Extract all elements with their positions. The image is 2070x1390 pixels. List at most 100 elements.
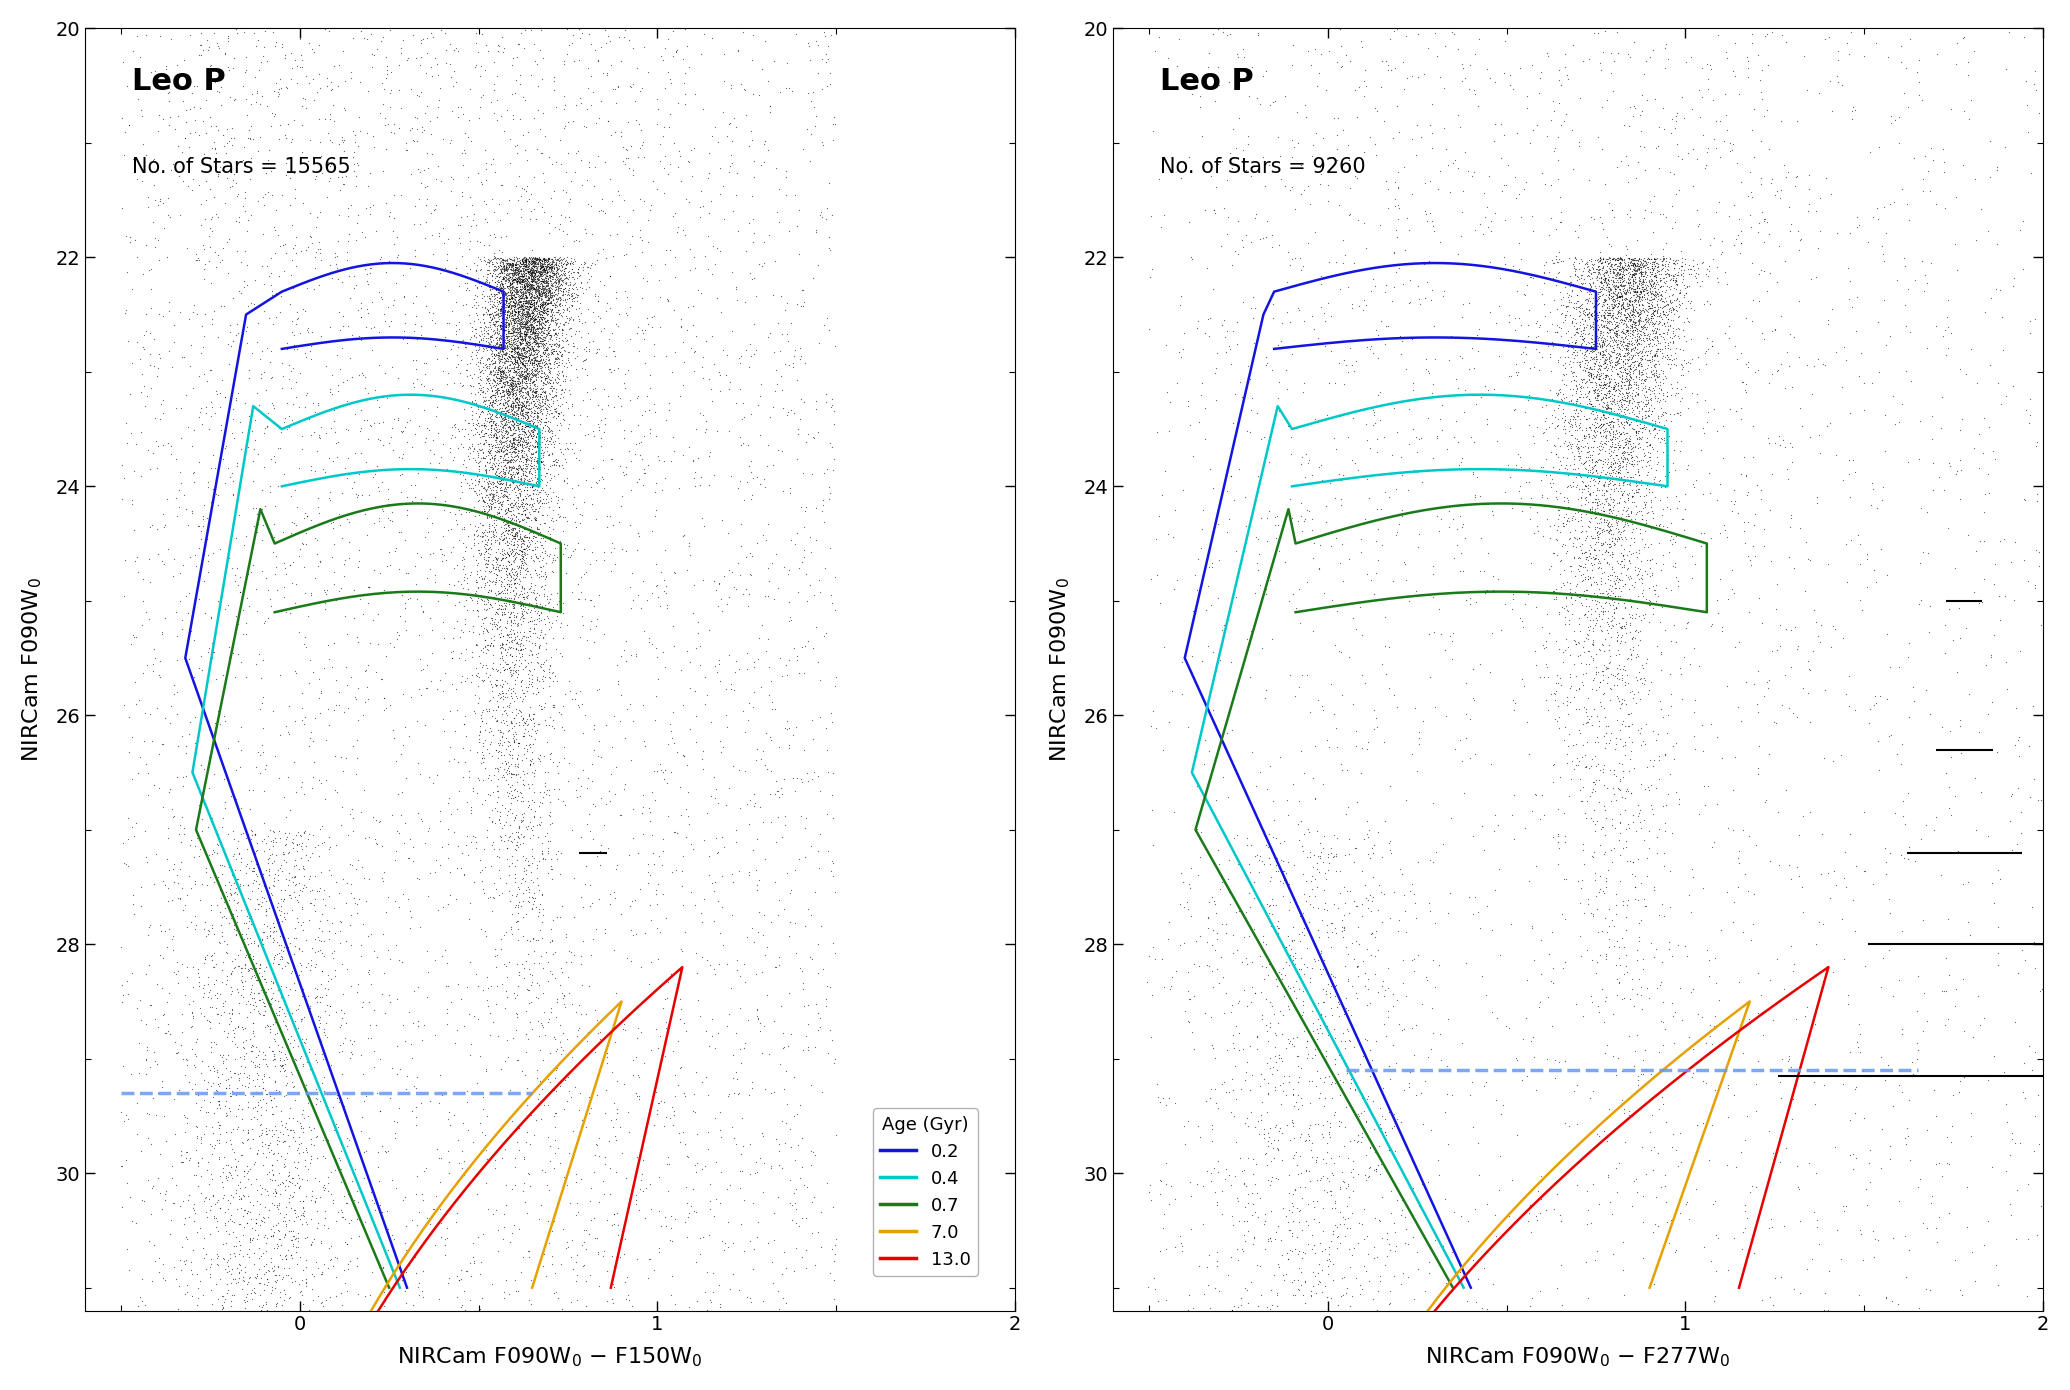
Point	[1563, 393, 1596, 416]
Point	[476, 265, 509, 288]
Point	[1575, 418, 1608, 441]
Point	[716, 1066, 749, 1088]
Point	[1608, 320, 1642, 342]
Point	[1600, 249, 1633, 271]
Point	[333, 1212, 366, 1234]
Point	[501, 343, 534, 366]
Point	[1981, 1275, 2014, 1297]
Point	[493, 360, 526, 382]
Point	[513, 336, 546, 359]
Point	[2012, 1036, 2045, 1058]
Point	[503, 313, 536, 335]
Point	[240, 1143, 273, 1165]
Point	[1813, 1259, 1846, 1282]
Point	[493, 644, 526, 666]
Point	[503, 368, 536, 391]
Point	[714, 1173, 747, 1195]
Point	[259, 1070, 292, 1093]
Point	[1565, 495, 1598, 517]
Point	[313, 21, 346, 43]
Point	[520, 346, 553, 368]
Point	[1892, 278, 1925, 300]
Point	[1252, 991, 1285, 1013]
Point	[559, 320, 592, 342]
Point	[1362, 549, 1395, 571]
Point	[553, 317, 586, 339]
Point	[358, 378, 391, 400]
Point	[211, 1026, 244, 1048]
Point	[1312, 1065, 1346, 1087]
Point	[188, 208, 221, 231]
Point	[275, 1036, 308, 1058]
Point	[534, 264, 567, 286]
Point	[1617, 302, 1650, 324]
Point	[1892, 1238, 1925, 1261]
Point	[282, 302, 315, 324]
Point	[530, 339, 563, 361]
Point	[234, 147, 267, 170]
Point	[1644, 289, 1677, 311]
Point	[1513, 744, 1546, 766]
Point	[524, 274, 557, 296]
Point	[691, 1298, 724, 1320]
Point	[520, 261, 553, 284]
Point	[489, 510, 522, 532]
Point	[501, 639, 534, 662]
Point	[501, 496, 534, 518]
Point	[476, 521, 509, 543]
Point	[224, 1047, 257, 1069]
Point	[522, 473, 555, 495]
Point	[524, 256, 557, 278]
Point	[1639, 841, 1673, 863]
Point	[1577, 632, 1610, 655]
Point	[513, 331, 546, 353]
Point	[511, 384, 544, 406]
Point	[476, 360, 509, 382]
Point	[402, 188, 435, 210]
Point	[1627, 322, 1660, 345]
Point	[503, 389, 536, 411]
Point	[267, 1266, 300, 1289]
Point	[1948, 1066, 1981, 1088]
Point	[1610, 332, 1644, 354]
Point	[1714, 1044, 1747, 1066]
Point	[747, 253, 780, 275]
Point	[532, 278, 565, 300]
Point	[1596, 313, 1629, 335]
Point	[1265, 168, 1298, 190]
Point	[217, 1268, 250, 1290]
Point	[1606, 404, 1639, 427]
Point	[1323, 352, 1356, 374]
Point	[300, 1077, 333, 1099]
Point	[1648, 271, 1681, 293]
Point	[660, 221, 693, 243]
Point	[1627, 317, 1660, 339]
Point	[501, 313, 534, 335]
Point	[1610, 944, 1644, 966]
Point	[433, 884, 466, 906]
Point	[182, 247, 215, 270]
Point	[1693, 1024, 1726, 1047]
Point	[255, 1131, 288, 1154]
Point	[507, 531, 540, 553]
Point	[1594, 370, 1627, 392]
Point	[528, 578, 561, 600]
Point	[1588, 548, 1621, 570]
Point	[555, 285, 588, 307]
Point	[696, 125, 729, 147]
Point	[551, 329, 584, 352]
Point	[1317, 1104, 1350, 1126]
Point	[1600, 314, 1633, 336]
Point	[482, 304, 515, 327]
Point	[224, 250, 257, 272]
Point	[511, 790, 544, 812]
Point	[1294, 54, 1327, 76]
Point	[549, 562, 582, 584]
Point	[511, 363, 544, 385]
Point	[1550, 486, 1584, 509]
Point	[435, 179, 468, 202]
Point	[1333, 902, 1366, 924]
Point	[489, 325, 522, 348]
Point	[1196, 552, 1230, 574]
Point	[234, 912, 267, 934]
